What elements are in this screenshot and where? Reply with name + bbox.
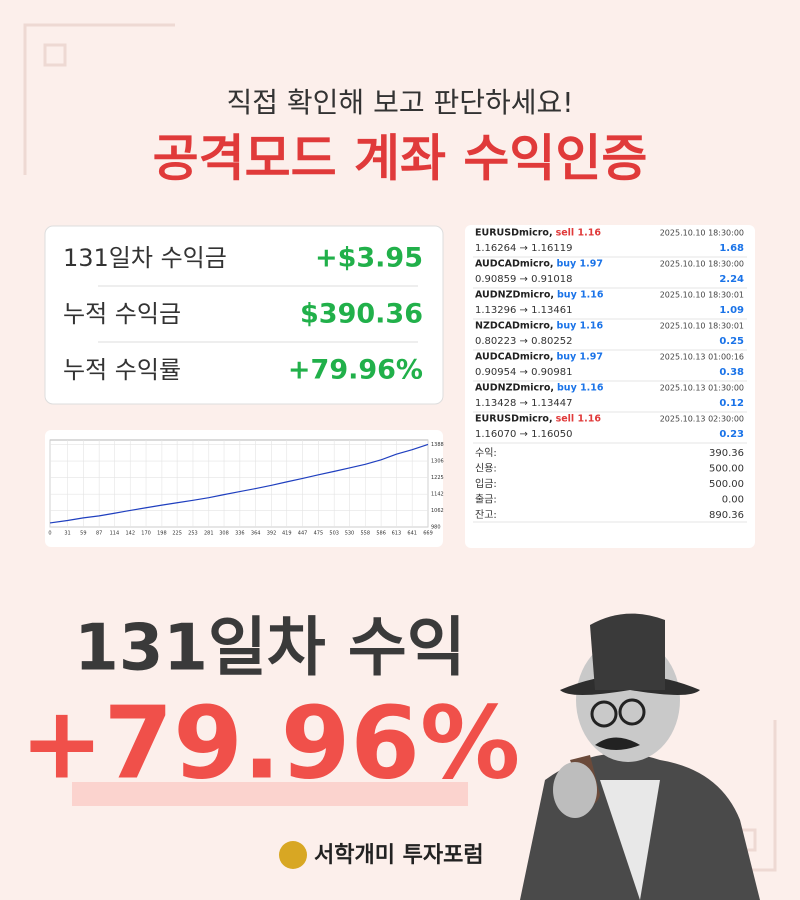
trade-symbol: EURUSDmicro,: [475, 414, 553, 425]
trade-symbol: AUDNZDmicro,: [475, 383, 554, 394]
x-tick-label: 198: [157, 531, 167, 537]
y-tick-label: 980: [431, 525, 441, 531]
trades-card: [465, 225, 755, 548]
trade-time: 2025.10.13 01:00:16: [660, 353, 744, 362]
trade-symbol: AUDNZDmicro,: [475, 290, 554, 301]
highlight-bar: [72, 782, 468, 806]
x-tick-label: 31: [64, 531, 70, 537]
x-tick-label: 475: [314, 531, 324, 537]
summary-value: 0.00: [722, 495, 744, 506]
summary-label: 출금:: [475, 494, 497, 506]
x-tick-label: 503: [329, 531, 339, 537]
trade-side: buy 1.16: [557, 321, 604, 332]
frame-deco: [23, 23, 175, 175]
stats-card: [44, 225, 444, 405]
trade-time: 2025.10.10 18:30:01: [660, 322, 744, 331]
stat-label: 131일차 수익금: [63, 244, 227, 272]
x-tick-label: 419: [282, 531, 292, 537]
trade-side: sell 1.16: [556, 228, 602, 239]
balance-line: [49, 443, 429, 524]
x-tick-label: 641: [407, 531, 417, 537]
trade-profit: 1.68: [719, 243, 744, 254]
x-tick-label: 281: [204, 531, 214, 537]
trade-profit: 2.24: [719, 274, 744, 285]
summary-label: 수익:: [475, 447, 497, 459]
x-tick-label: 114: [110, 531, 120, 537]
plot-area: [49, 439, 429, 528]
x-tick-label: 0: [48, 531, 51, 537]
trade-symbol: NZDCADmicro,: [475, 321, 554, 332]
stat-value: $390.36: [300, 299, 423, 330]
trade-symbol: AUDCADmicro,: [475, 352, 553, 363]
trade-profit: 0.23: [719, 429, 744, 440]
summary-value: 500.00: [709, 479, 744, 490]
x-tick-label: 669: [423, 531, 433, 537]
trade-side: buy 1.97: [556, 352, 603, 363]
trade-profit: 0.25: [719, 336, 744, 347]
trade-prices: 0.90954 → 0.90981: [475, 367, 572, 378]
character: [520, 613, 760, 900]
x-tick-label: 253: [188, 531, 198, 537]
trade-profit: 0.12: [719, 398, 744, 409]
trade-symbol: EURUSDmicro,: [475, 228, 553, 239]
brand-logo: [279, 841, 307, 869]
y-tick-label: 1225: [431, 475, 444, 481]
x-tick-label: 170: [141, 531, 151, 537]
title: 공격모드 계좌 수익인증: [153, 130, 648, 188]
trade-prices: 1.16264 → 1.16119: [475, 243, 572, 254]
x-tick-label: 87: [96, 531, 102, 537]
trade-prices: 0.90859 → 0.91018: [475, 274, 572, 285]
stat-value: +79.96%: [288, 355, 423, 386]
x-tick-label: 336: [235, 531, 245, 537]
x-tick-label: 586: [376, 531, 386, 537]
trade-prices: 1.13428 → 1.13447: [475, 398, 572, 409]
x-tick-label: 558: [361, 531, 371, 537]
highlight-value: +79.96%: [20, 684, 520, 801]
trade-prices: 0.80223 → 0.80252: [475, 336, 572, 347]
x-tick-label: 308: [219, 531, 229, 537]
trade-time: 2025.10.13 01:30:00: [660, 384, 744, 393]
trade-profit: 0.38: [719, 367, 744, 378]
trade-time: 2025.10.10 18:30:00: [660, 260, 744, 269]
x-tick-label: 392: [267, 531, 277, 537]
stat-value: +$3.95: [315, 243, 423, 274]
stat-label: 누적 수익률: [63, 356, 181, 384]
trade-side: buy 1.16: [557, 290, 604, 301]
stat-label: 누적 수익금: [63, 300, 181, 328]
brand: 서학개미 투자포럼: [314, 843, 484, 868]
y-tick-label: 1062: [431, 508, 444, 514]
trade-profit: 1.09: [719, 305, 744, 316]
x-tick-label: 530: [345, 531, 355, 537]
trade-time: 2025.10.10 18:30:01: [660, 291, 744, 300]
x-tick-label: 447: [298, 531, 308, 537]
summary-value: 500.00: [709, 464, 744, 475]
y-tick-label: 1388: [431, 442, 444, 448]
y-tick-label: 1142: [431, 492, 444, 498]
trade-side: buy 1.16: [557, 383, 604, 394]
y-tick-label: 1306: [431, 459, 444, 465]
trade-prices: 1.13296 → 1.13461: [475, 305, 572, 316]
trade-side: sell 1.16: [556, 414, 602, 425]
subtitle: 직접 확인해 보고 판단하세요!: [226, 86, 573, 119]
trade-prices: 1.16070 → 1.16050: [475, 429, 572, 440]
x-tick-label: 142: [125, 531, 135, 537]
summary-value: 390.36: [709, 448, 744, 459]
summary-label: 입금:: [475, 477, 497, 490]
trade-time: 2025.10.13 02:30:00: [660, 415, 744, 424]
trade-side: buy 1.97: [556, 259, 603, 270]
x-tick-label: 364: [251, 531, 261, 537]
summary-value: 890.36: [709, 510, 744, 521]
summary-label: 잔고:: [475, 509, 497, 521]
x-tick-label: 59: [80, 531, 86, 537]
x-tick-label: 225: [172, 531, 182, 537]
trade-time: 2025.10.10 18:30:00: [660, 229, 744, 238]
trade-symbol: AUDCADmicro,: [475, 259, 553, 270]
summary-label: 신용:: [475, 463, 497, 475]
x-tick-label: 613: [392, 531, 402, 537]
highlight-label: 131일차 수익: [74, 612, 465, 686]
